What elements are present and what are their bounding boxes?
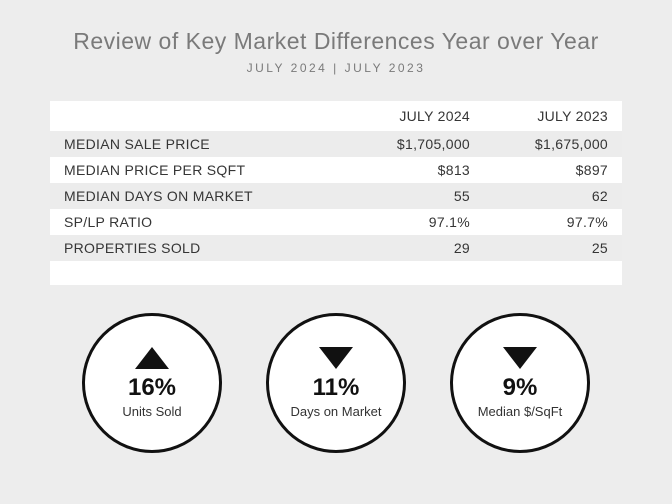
stat-percent: 16% xyxy=(128,375,176,401)
col-header-period-b: JULY 2023 xyxy=(484,101,622,131)
table-row: MEDIAN PRICE PER SQFT $813 $897 xyxy=(50,157,622,183)
stat-label: Median $/SqFt xyxy=(478,404,563,419)
col-header-metric xyxy=(50,101,346,131)
col-header-period-a: JULY 2024 xyxy=(346,101,484,131)
stat-percent: 9% xyxy=(503,375,538,401)
metric-val-a: $813 xyxy=(346,157,484,183)
stat-label: Units Sold xyxy=(122,404,181,419)
report-container: Review of Key Market Differences Year ov… xyxy=(0,0,672,473)
metric-name: MEDIAN DAYS ON MARKET xyxy=(50,183,346,209)
arrow-up-icon xyxy=(135,347,169,369)
metric-name: SP/LP RATIO xyxy=(50,209,346,235)
stat-percent: 11% xyxy=(313,375,360,401)
metric-name: PROPERTIES SOLD xyxy=(50,235,346,261)
metric-name: MEDIAN SALE PRICE xyxy=(50,131,346,157)
metric-val-b: 62 xyxy=(484,183,622,209)
table-row: MEDIAN DAYS ON MARKET 55 62 xyxy=(50,183,622,209)
page-subtitle: JULY 2024 | JULY 2023 xyxy=(50,61,622,75)
metric-val-a: 97.1% xyxy=(346,209,484,235)
metrics-table: JULY 2024 JULY 2023 MEDIAN SALE PRICE $1… xyxy=(50,101,622,285)
table-row: PROPERTIES SOLD 29 25 xyxy=(50,235,622,261)
arrow-down-icon xyxy=(503,347,537,369)
metric-name: MEDIAN PRICE PER SQFT xyxy=(50,157,346,183)
metric-val-a: $1,705,000 xyxy=(346,131,484,157)
metric-val-b: 25 xyxy=(484,235,622,261)
metric-val-b: 97.7% xyxy=(484,209,622,235)
stat-circle-units-sold: 16% Units Sold xyxy=(82,313,222,453)
metric-val-b: $1,675,000 xyxy=(484,131,622,157)
page-title: Review of Key Market Differences Year ov… xyxy=(50,28,622,55)
stat-label: Days on Market xyxy=(290,404,381,419)
metric-val-a: 29 xyxy=(346,235,484,261)
stat-circles-row: 16% Units Sold 11% Days on Market 9% Med… xyxy=(50,313,622,453)
arrow-down-icon xyxy=(319,347,353,369)
table-header-row: JULY 2024 JULY 2023 xyxy=(50,101,622,131)
stat-circle-days-on-market: 11% Days on Market xyxy=(266,313,406,453)
metric-val-b: $897 xyxy=(484,157,622,183)
table-footer-spacer xyxy=(50,261,622,285)
table-row: SP/LP RATIO 97.1% 97.7% xyxy=(50,209,622,235)
stat-circle-median-price-sqft: 9% Median $/SqFt xyxy=(450,313,590,453)
metric-val-a: 55 xyxy=(346,183,484,209)
table-row: MEDIAN SALE PRICE $1,705,000 $1,675,000 xyxy=(50,131,622,157)
